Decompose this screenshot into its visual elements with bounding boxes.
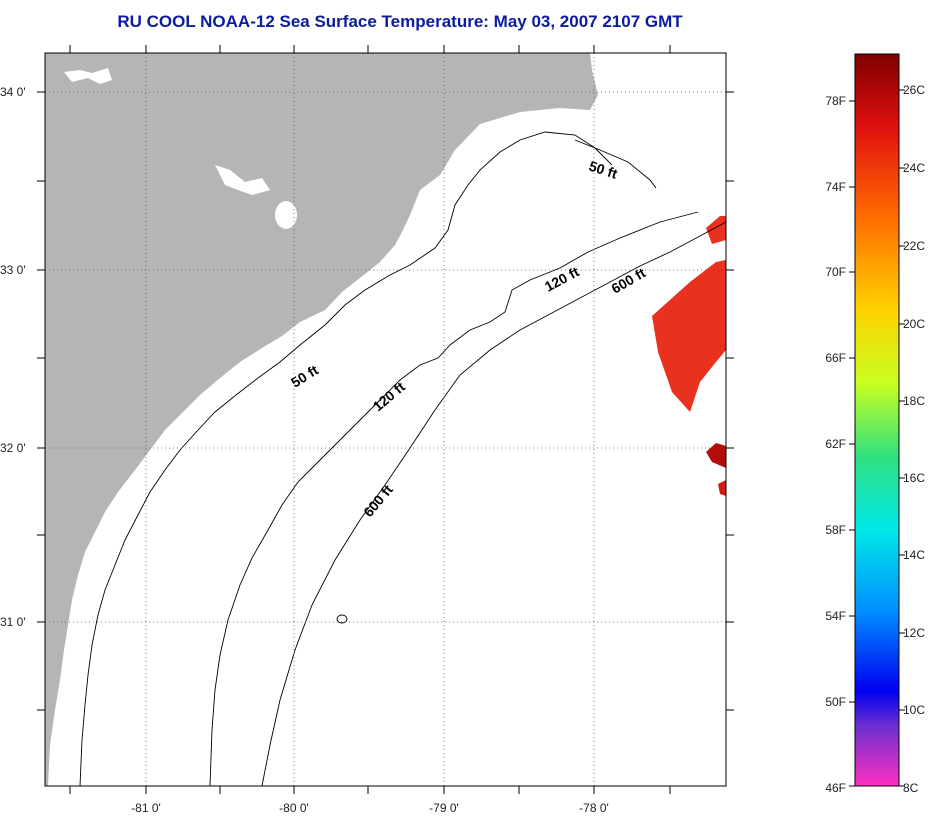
sst-patch-4 (718, 480, 726, 496)
sst-patch-3 (706, 443, 726, 468)
contour-50ft (79, 131, 613, 786)
contour-closed-loop (336, 614, 348, 624)
cbar-f-78: 78F (825, 94, 846, 108)
cbar-f-46: 46F (825, 781, 846, 795)
cbar-f-50: 50F (825, 695, 846, 709)
sound-patch (608, 53, 640, 100)
lat-label-31: 31 0' (0, 615, 26, 629)
colorbar-ticks (849, 89, 905, 787)
contour-600ft (261, 221, 726, 786)
sst-patch-2 (652, 260, 726, 412)
cbar-f-74: 74F (825, 180, 846, 194)
cbar-c-26: 26C (903, 83, 925, 97)
cbar-c-18: 18C (903, 394, 925, 408)
cbar-f-62: 62F (825, 437, 846, 451)
cbar-c-10: 10C (903, 703, 925, 717)
contour-50ft-north (574, 139, 657, 189)
cbar-c-24: 24C (903, 161, 925, 175)
contour-120ft (209, 211, 699, 786)
cbar-c-12: 12C (903, 626, 925, 640)
cbar-f-54: 54F (825, 609, 846, 623)
lat-label-32: 32 0' (0, 441, 26, 455)
axis-ticks (37, 45, 734, 794)
sst-patch-1 (706, 216, 726, 244)
cbar-f-58: 58F (825, 523, 846, 537)
colorbar (854, 53, 900, 787)
cbar-c-22: 22C (903, 239, 925, 253)
cbar-c-8: 8C (903, 781, 919, 795)
cbar-c-14: 14C (903, 548, 925, 562)
lake-patch-2 (275, 201, 297, 229)
lon-label-80: -80 0' (279, 801, 309, 815)
land-mass (45, 53, 598, 786)
lat-label-34: 34 0' (0, 85, 26, 99)
map-frame (44, 52, 727, 787)
lon-label-81: -81 0' (131, 801, 161, 815)
lat-label-33: 33 0' (0, 263, 26, 277)
cloud-patch (64, 68, 112, 84)
graticule (45, 53, 726, 786)
lon-label-78: -78 0' (579, 801, 609, 815)
cbar-c-20: 20C (903, 317, 925, 331)
map-title: RU COOL NOAA-12 Sea Surface Temperature:… (117, 12, 683, 31)
cbar-f-70: 70F (825, 265, 846, 279)
lake-patch (215, 165, 270, 195)
cbar-f-66: 66F (825, 351, 846, 365)
lon-label-79: -79 0' (429, 801, 459, 815)
cbar-c-16: 16C (903, 471, 925, 485)
